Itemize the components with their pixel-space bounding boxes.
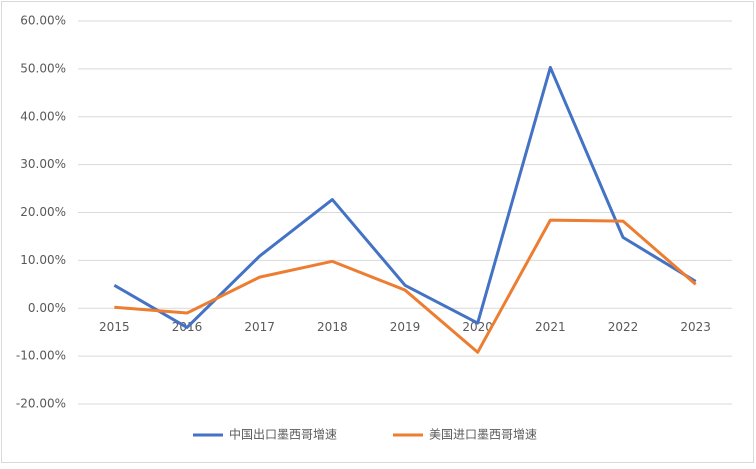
series-line <box>114 218 697 354</box>
x-tick-label: 2022 <box>608 320 639 334</box>
x-tick-label: 2018 <box>317 320 348 334</box>
x-tick-label: 2015 <box>99 320 130 334</box>
x-tick-label: 2023 <box>680 320 711 334</box>
y-tick-label: 20.00% <box>20 205 66 219</box>
y-tick-label: 60.00% <box>20 14 66 28</box>
y-tick-label: -10.00% <box>16 349 66 363</box>
y-tick-label: 0.00% <box>28 301 66 315</box>
y-tick-label: 50.00% <box>20 61 66 75</box>
x-tick-label: 2021 <box>535 320 566 334</box>
x-tick-label: 2019 <box>390 320 421 334</box>
y-tick-label: 10.00% <box>20 253 66 267</box>
legend-label: 中国出口墨西哥增速 <box>229 427 337 442</box>
y-tick-label: -20.00% <box>16 397 66 411</box>
legend-label: 美国进口墨西哥增速 <box>429 428 537 442</box>
y-tick-label: 30.00% <box>20 157 66 171</box>
series-line <box>113 65 697 329</box>
y-tick-label: 40.00% <box>20 109 66 123</box>
x-tick-label: 2017 <box>244 320 275 334</box>
x-tick-label: 2020 <box>462 320 493 334</box>
